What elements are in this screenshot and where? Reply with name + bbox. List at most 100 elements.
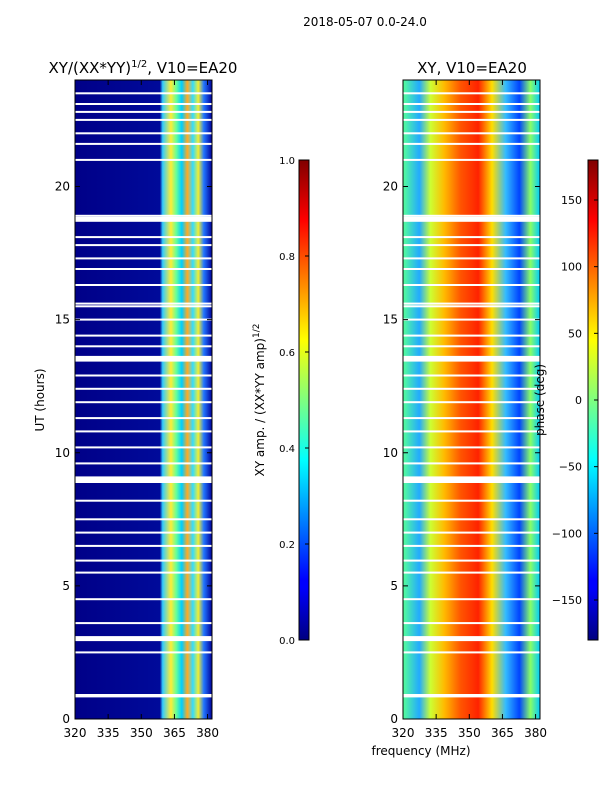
left-gap-row	[75, 446, 212, 449]
left-gap-row	[75, 481, 212, 483]
right-gap-row	[403, 476, 540, 482]
left-panel-title: XY/(XX*YY)1/2, V10=EA20	[49, 59, 238, 77]
right-gap-row	[403, 158, 540, 161]
right-gap-row	[403, 559, 540, 562]
left-x-ticks: 320 335 350 365 380	[64, 80, 219, 740]
right-gap-row	[403, 651, 540, 654]
left-gap-row	[75, 571, 212, 574]
right-gap-row	[403, 132, 540, 135]
right-y-tick-label: 0	[390, 712, 398, 726]
x-axis-label: frequency (MHz)	[371, 744, 470, 758]
left-y-axis-label: UT (hours)	[33, 368, 47, 431]
right-gap-row	[403, 695, 540, 698]
left-gap-row	[75, 695, 212, 698]
right-colorbar-ticks: 150 100 50 0 −50 −100 −150	[552, 194, 598, 607]
right-colorbar-tick-label: −150	[552, 594, 582, 607]
right-data-gaps	[403, 92, 540, 698]
right-gap-row	[403, 103, 540, 105]
left-colorbar-ticks: 0.0 0.2 0.4 0.6 0.8 1.0	[279, 156, 309, 647]
right-gap-row	[403, 355, 540, 358]
right-gap-row	[403, 598, 540, 601]
left-panel: XY/(XX*YY)1/2, V10=EA20 320 335 350 365 380 …	[33, 59, 237, 740]
right-gap-row	[403, 244, 540, 247]
left-gap-row	[75, 132, 212, 135]
left-x-tick-label: 335	[97, 726, 120, 740]
left-gap-row	[75, 544, 212, 547]
right-axes-frame	[402, 79, 541, 720]
left-gap-row	[75, 476, 212, 482]
left-x-tick-label: 350	[130, 726, 153, 740]
right-colorbar-tick-label: 100	[561, 261, 582, 274]
left-gap-row	[75, 401, 212, 404]
left-gap-row	[75, 598, 212, 601]
right-gap-row	[403, 694, 540, 696]
right-gap-row	[403, 268, 540, 270]
left-y-tick-label: 0	[62, 712, 70, 726]
left-gap-row	[75, 236, 212, 239]
right-colorbar-tick-label: −50	[559, 461, 582, 474]
right-gap-row	[403, 544, 540, 547]
right-gap-row	[403, 284, 540, 286]
right-gap-row	[403, 374, 540, 377]
left-colorbar-tick-label: 0.2	[279, 540, 295, 551]
left-gap-row	[75, 244, 212, 247]
left-x-tick-label: 380	[196, 726, 219, 740]
left-gap-row	[75, 305, 212, 308]
right-gap-row	[403, 334, 540, 337]
left-y-ticks: 0 5 10 15 20	[55, 180, 212, 726]
right-gap-row	[403, 318, 540, 321]
left-gap-row	[75, 158, 212, 161]
right-gap-row	[403, 257, 540, 260]
right-x-tick-label: 365	[491, 726, 514, 740]
left-gap-row	[75, 103, 212, 105]
left-gap-row	[75, 110, 212, 113]
left-gap-row	[75, 559, 212, 562]
right-gap-row	[403, 417, 540, 420]
left-x-tick-label: 365	[163, 726, 186, 740]
right-x-tick-label: 335	[425, 726, 448, 740]
right-colorbar: 150 100 50 0 −50 −100 −150 phase (deg)	[533, 159, 599, 641]
left-gap-row	[75, 518, 212, 521]
right-gap-row	[403, 531, 540, 534]
left-gap-row	[75, 257, 212, 260]
left-gap-row	[75, 214, 212, 217]
right-panel: XY, V10=EA20 320 335 350 365 380 0 5 10 15 20 fr…	[371, 59, 547, 758]
right-colorbar-tick-label: 0	[575, 394, 582, 407]
left-colorbar-label: XY amp. / (XX*YY amp)1/2	[252, 324, 267, 477]
right-gap-row	[403, 216, 540, 222]
right-gap-row	[403, 345, 540, 348]
left-gap-row	[75, 417, 212, 420]
left-colorbar-tick-label: 0.4	[279, 444, 295, 455]
left-axes-frame	[74, 79, 213, 720]
right-y-tick-label: 5	[390, 579, 398, 593]
right-gap-row	[403, 499, 540, 502]
left-gap-row	[75, 355, 212, 358]
right-colorbar-tick-label: 150	[561, 194, 582, 207]
left-y-tick-label: 20	[55, 180, 70, 194]
left-gap-row	[75, 531, 212, 534]
right-gap-row	[403, 236, 540, 239]
right-gap-row	[403, 214, 540, 217]
right-gap-row	[403, 356, 540, 362]
left-colorbar-tick-label: 0.6	[279, 348, 295, 359]
right-gap-row	[403, 302, 540, 305]
left-gap-row	[75, 499, 212, 502]
right-gap-row	[403, 387, 540, 390]
right-colorbar-tick-label: 50	[568, 327, 582, 340]
left-gap-row	[75, 268, 212, 270]
right-gap-row	[403, 92, 540, 95]
left-gap-row	[75, 694, 212, 696]
left-gap-row	[75, 334, 212, 337]
right-x-tick-label: 350	[458, 726, 481, 740]
right-y-ticks: 0 5 10 15 20	[383, 180, 540, 726]
left-x-tick-label: 320	[64, 726, 87, 740]
left-gap-row	[75, 636, 212, 639]
right-gap-row	[403, 305, 540, 308]
left-colorbar-tick-label: 1.0	[279, 156, 295, 167]
right-gap-row	[403, 481, 540, 483]
right-panel-title: XY, V10=EA20	[417, 59, 527, 77]
left-colorbar-tick-label: 0.8	[279, 252, 295, 263]
left-colorbar-tick-label: 0.0	[279, 636, 295, 647]
right-gap-row	[403, 446, 540, 449]
